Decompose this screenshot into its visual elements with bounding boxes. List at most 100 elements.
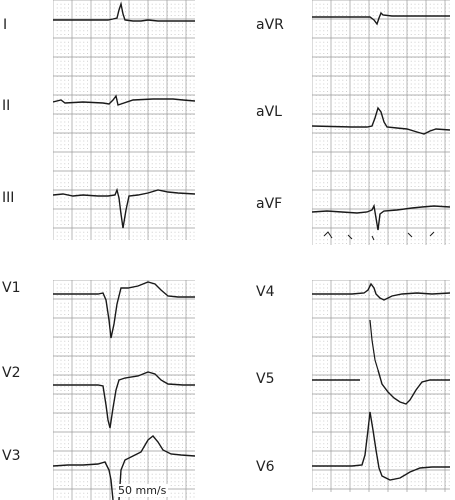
grid-dot [174,193,176,195]
grid-dot [94,95,96,96]
grid-dot [170,220,172,222]
grid-dot [186,34,187,35]
grid-dot [163,371,164,372]
grid-dot [380,45,382,47]
grid-dot [144,3,145,5]
grid-dot [319,3,321,5]
grid-dot [186,106,187,108]
grid-dot [346,87,347,89]
grid-dot [106,394,107,395]
grid-dot [83,57,85,58]
grid-dot [384,41,385,43]
grid-dot [189,287,191,289]
grid-dot [129,235,130,237]
grid-dot [148,397,149,399]
grid-dot [346,64,347,66]
grid-dot [418,98,420,100]
grid-dot [140,329,142,331]
grid-dot [357,235,359,237]
grid-dot [410,205,412,206]
grid-dot [83,174,85,176]
grid-dot [189,121,191,123]
grid-dot [113,155,115,157]
grid-dot [151,121,153,123]
grid-dot [83,367,85,369]
grid-dot [110,64,111,66]
grid-dot [384,193,385,195]
grid-dot [418,53,420,54]
grid-dot [174,348,176,350]
grid-dot [60,117,62,119]
grid-dot [113,310,115,312]
grid-dot [338,60,340,62]
grid-dot [441,83,442,85]
grid-dot [106,72,107,73]
grid-dot [433,224,435,225]
grid-dot [167,34,168,35]
grid-dot [178,186,180,187]
grid-dot [121,174,123,176]
grid-dot [189,397,191,399]
grid-dot [182,295,183,296]
grid-dot [426,220,427,222]
grid-dot [327,11,328,13]
grid-dot [353,41,355,43]
grid-dot [323,60,325,62]
grid-dot [132,98,134,100]
grid-dot [167,224,168,225]
grid-dot [64,49,66,51]
grid-dot [365,125,366,127]
grid-dot [121,363,123,365]
ecg-strip-limb-right [312,0,450,245]
grid-dot [64,117,66,119]
grid-dot [117,378,119,380]
grid-dot [182,133,183,134]
grid-dot [136,329,138,331]
grid-dot [186,121,187,123]
grid-dot [140,212,142,214]
grid-dot [376,148,378,149]
grid-dot [106,356,107,357]
grid-dot [369,216,370,218]
grid-dot [391,186,393,187]
grid-dot [448,216,450,218]
grid-dot [189,83,191,85]
grid-dot [391,22,393,24]
grid-dot [357,178,359,180]
grid-dot [106,30,107,32]
grid-dot [327,220,328,222]
grid-dot [106,53,107,54]
grid-dot [163,295,164,296]
grid-dot [410,34,412,35]
grid-dot [414,26,416,28]
grid-dot [346,83,347,85]
grid-dot [68,352,69,353]
grid-dot [87,295,88,296]
grid-dot [170,390,172,391]
grid-dot [384,98,385,100]
grid-dot [151,95,153,96]
grid-dot [60,329,62,331]
grid-dot [136,155,138,157]
grid-dot [148,11,149,13]
grid-dot [338,224,340,225]
grid-dot [426,26,427,28]
grid-dot [94,140,96,142]
grid-dot [189,235,191,237]
grid-dot [414,148,416,149]
grid-dot [98,239,100,240]
grid-dot [94,239,96,240]
grid-dot [121,117,123,119]
grid-dot [87,205,88,206]
grid-dot [182,344,183,346]
grid-dot [376,95,378,96]
grid-dot [151,224,153,225]
grid-dot [380,102,382,104]
grid-dot [353,197,355,199]
grid-dot [136,167,138,168]
grid-dot [448,163,450,165]
grid-dot [369,22,370,24]
grid-dot [376,121,378,123]
grid-dot [113,129,115,130]
grid-dot [167,87,168,89]
